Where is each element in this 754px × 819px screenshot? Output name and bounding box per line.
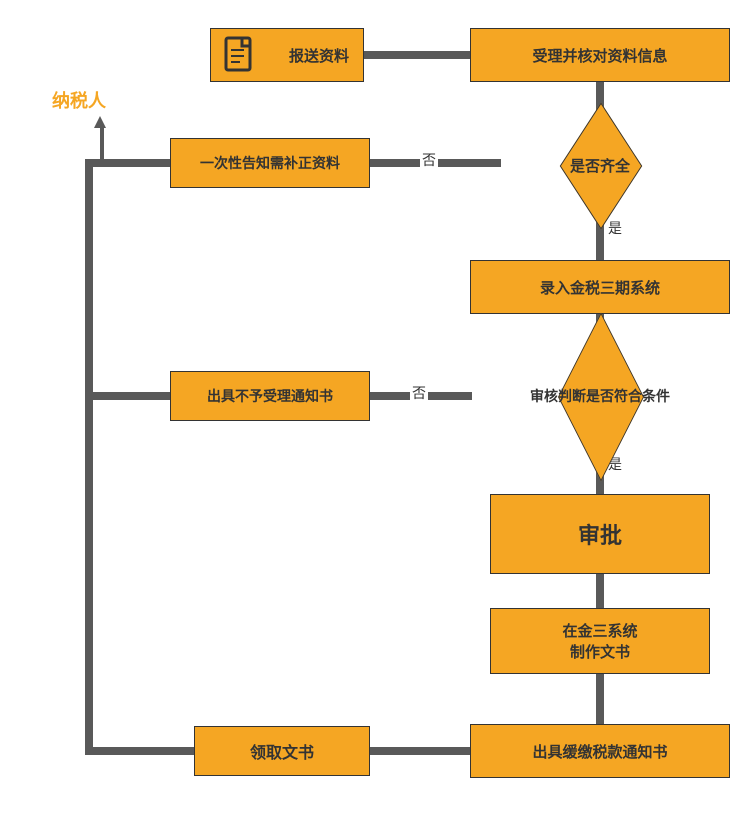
node-n10: 出具缓缴税款通知书 [470,724,730,778]
document-icon [218,34,260,81]
edge-e15 [100,126,104,163]
node-n3-label: 是否齐全 [500,130,700,200]
edge-e1 [364,51,470,59]
edge-e10 [370,747,470,755]
node-n11: 领取文书 [194,726,370,776]
node-n9-label: 在金三系统 制作文书 [562,620,637,662]
taxpayer-label: 纳税人 [52,87,106,113]
node-n3: 是否齐全 [500,130,700,200]
node-n8: 审批 [490,494,710,574]
node-n2: 受理并核对资料信息 [470,28,730,82]
edge-label-e3: 否 [420,150,438,170]
edge-e13 [85,747,194,755]
node-n1-label: 报送资料 [289,45,349,66]
edge-e9 [596,674,604,724]
edge-label-e6: 否 [410,383,428,403]
node-n7: 出具不予受理通知书 [170,371,370,421]
edge-label-e4: 是 [606,218,624,238]
edge-e14 [85,159,93,755]
edge-e12 [85,392,170,400]
node-n6-label: 审核判断是否符合条件 [470,356,730,436]
arrow-up-taxpayer [94,116,106,128]
node-n5: 录入金税三期系统 [470,260,730,314]
node-n4: 一次性告知需补正资料 [170,138,370,188]
node-n9: 在金三系统 制作文书 [490,608,710,674]
node-n6: 审核判断是否符合条件 [470,356,730,436]
flowchart-canvas: 纳税人 否 是 否 是 报送资料 受理并核对资料信息 是否齐全 一次性告知需补正… [0,0,754,819]
edge-e8 [596,574,604,608]
edge-e11 [85,159,170,167]
